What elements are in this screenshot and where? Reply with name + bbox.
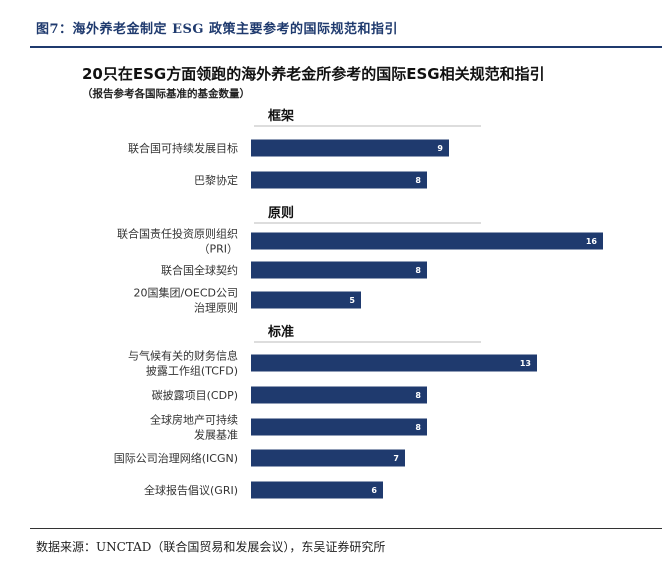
category-label: 联合国全球契约: [161, 263, 238, 277]
category-label: 20国集团/OECD公司: [134, 286, 238, 300]
category-label: 全球报告倡议(GRI): [144, 483, 238, 497]
bar: [251, 261, 427, 279]
bar: [251, 386, 427, 404]
bar-value-label: 9: [437, 144, 443, 153]
bar-value-label: 8: [415, 423, 421, 432]
bar-value-label: 8: [415, 176, 421, 185]
bar: [251, 418, 427, 436]
section-label: 框架: [268, 108, 294, 124]
bar: [251, 232, 603, 250]
category-label: 治理原则: [194, 301, 238, 315]
category-label: 与气候有关的财务信息: [128, 349, 238, 363]
bottom-rule: [30, 528, 662, 529]
category-label: 全球房地产可持续: [150, 413, 238, 427]
source-note: 数据来源：UNCTAD（联合国贸易和发展会议），东吴证券研究所: [36, 540, 386, 554]
bar: [251, 171, 427, 189]
section-label: 原则: [268, 205, 294, 221]
category-label: 披露工作组(TCFD): [146, 364, 238, 378]
bar-value-label: 5: [349, 296, 355, 305]
top-rule: [30, 46, 662, 48]
bar: [251, 354, 537, 372]
category-label: 发展基准: [194, 428, 238, 442]
section-label: 标准: [267, 324, 294, 340]
category-label: 联合国可持续发展目标: [128, 141, 238, 155]
bar: [251, 481, 383, 499]
category-label: （PRI）: [198, 243, 238, 256]
bar-value-label: 16: [586, 237, 598, 246]
category-label: 国际公司治理网络(ICGN): [114, 451, 238, 465]
bar-value-label: 13: [520, 359, 531, 368]
bar: [251, 291, 361, 309]
bar-value-label: 8: [415, 391, 421, 400]
chart-title: 20只在ESG方面领跑的海外养老金所参考的国际ESG相关规范和指引: [82, 65, 545, 83]
bar: [251, 449, 405, 467]
category-label: 碳披露项目(CDP): [152, 388, 238, 402]
category-label: 巴黎协定: [194, 173, 238, 187]
bar-value-label: 6: [371, 486, 377, 495]
bar-value-label: 8: [415, 266, 421, 275]
figure-title: 图7：海外养老金制定 ESG 政策主要参考的国际规范和指引: [36, 22, 398, 37]
bar-value-label: 7: [393, 454, 399, 463]
category-label: 联合国责任投资原则组织: [117, 227, 238, 241]
bar: [251, 139, 449, 157]
chart-subtitle: （报告参考各国际基准的基金数量）: [82, 88, 250, 100]
